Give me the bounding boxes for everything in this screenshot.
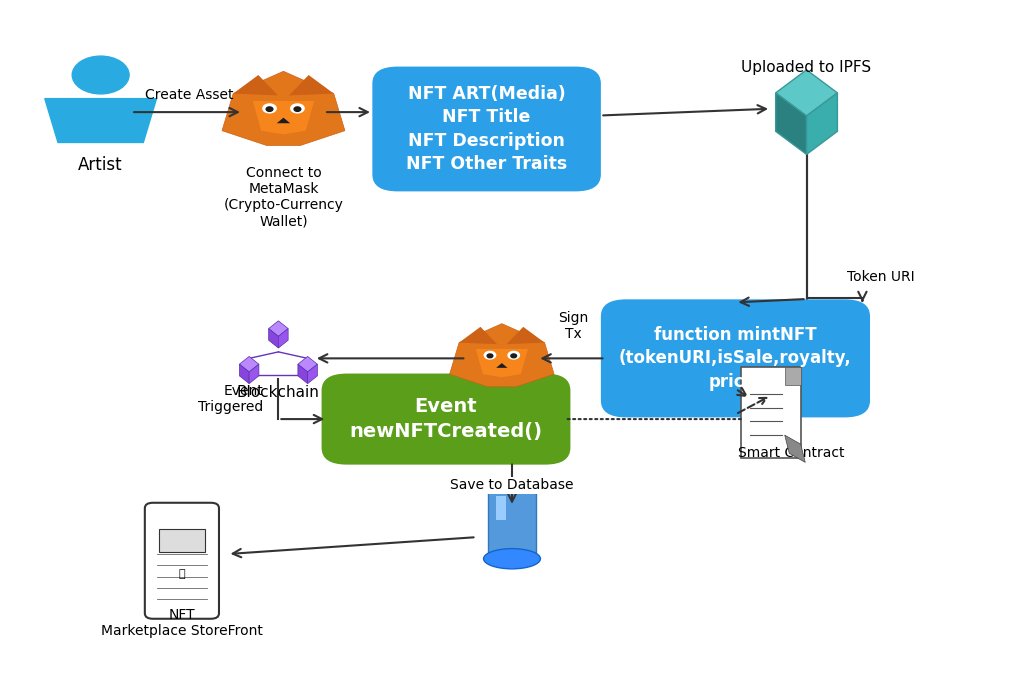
Circle shape (511, 354, 516, 358)
Circle shape (73, 56, 129, 94)
Text: Smart Contract: Smart Contract (738, 446, 845, 460)
Text: NFT ART(Media)
NFT Title
NFT Description
NFT Other Traits: NFT ART(Media) NFT Title NFT Description… (406, 85, 567, 173)
Polygon shape (497, 363, 508, 368)
Polygon shape (507, 327, 545, 344)
FancyBboxPatch shape (144, 503, 219, 619)
Polygon shape (450, 324, 554, 387)
Circle shape (263, 104, 276, 113)
Polygon shape (775, 70, 838, 116)
Text: Uploaded to IPFS: Uploaded to IPFS (741, 60, 871, 75)
Polygon shape (240, 357, 259, 372)
Polygon shape (268, 329, 279, 348)
Polygon shape (784, 435, 805, 462)
Ellipse shape (483, 548, 541, 569)
Polygon shape (298, 357, 317, 372)
FancyBboxPatch shape (373, 66, 601, 191)
Text: Connect to
MetaMask
(Crypto-Currency
Wallet): Connect to MetaMask (Crypto-Currency Wal… (223, 166, 343, 229)
Polygon shape (775, 93, 807, 154)
Polygon shape (784, 367, 801, 385)
Circle shape (294, 107, 301, 111)
Polygon shape (279, 329, 288, 348)
Polygon shape (476, 349, 528, 377)
FancyBboxPatch shape (322, 374, 570, 464)
Polygon shape (307, 364, 317, 384)
FancyBboxPatch shape (741, 367, 801, 458)
Polygon shape (233, 75, 278, 96)
Polygon shape (289, 75, 334, 96)
Text: 🛒: 🛒 (178, 570, 185, 579)
FancyBboxPatch shape (487, 480, 537, 553)
Polygon shape (276, 117, 290, 123)
Polygon shape (240, 364, 249, 384)
Text: Sign
Tx: Sign Tx (558, 311, 588, 342)
Polygon shape (45, 98, 157, 143)
Polygon shape (249, 364, 259, 384)
Polygon shape (807, 93, 838, 154)
Text: Artist: Artist (79, 156, 123, 174)
Circle shape (487, 354, 493, 358)
Text: NFT
Marketplace StoreFront: NFT Marketplace StoreFront (101, 608, 263, 638)
FancyBboxPatch shape (601, 299, 870, 417)
FancyBboxPatch shape (159, 529, 205, 552)
Polygon shape (298, 364, 307, 384)
Circle shape (484, 352, 496, 359)
Polygon shape (459, 327, 497, 344)
Polygon shape (268, 321, 288, 336)
Text: Event
Triggered: Event Triggered (198, 384, 263, 414)
Text: Save to Database: Save to Database (451, 478, 573, 492)
Text: Event
newNFTCreated(): Event newNFTCreated() (349, 397, 543, 441)
Text: Blockchain: Blockchain (237, 385, 319, 400)
Circle shape (266, 107, 272, 111)
Text: Create Asset: Create Asset (144, 88, 233, 102)
Circle shape (508, 352, 519, 359)
Circle shape (291, 104, 304, 113)
Text: Token URI: Token URI (847, 270, 914, 284)
Polygon shape (222, 71, 345, 145)
FancyBboxPatch shape (496, 496, 506, 520)
Text: function mintNFT
(tokenURI,isSale,royalty,
price): function mintNFT (tokenURI,isSale,royalt… (620, 326, 852, 391)
Polygon shape (253, 101, 314, 135)
